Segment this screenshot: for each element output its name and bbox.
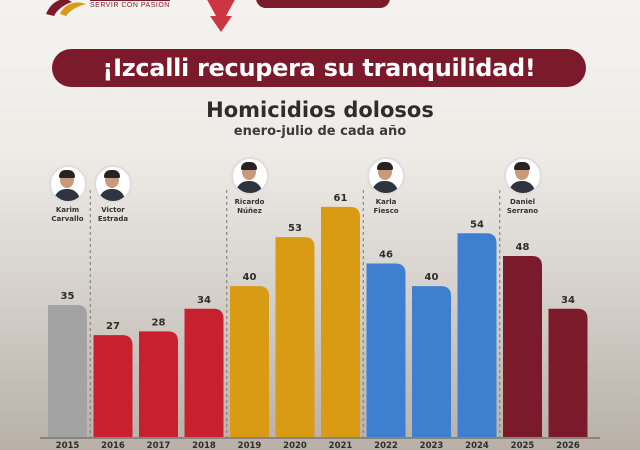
avatar — [230, 157, 269, 195]
bar-2025 — [503, 255, 542, 437]
bar-2023 — [412, 286, 451, 437]
x-tick-2018: 2018 — [192, 441, 216, 450]
x-tick-2022: 2022 — [374, 441, 398, 450]
data-label-2025: 48 — [516, 242, 530, 253]
bar-2022 — [366, 263, 406, 437]
x-tick-2017: 2017 — [147, 441, 171, 450]
data-label-2015: 35 — [61, 291, 75, 302]
chart-title: Homicidios dolosos — [206, 98, 434, 122]
avatar — [94, 165, 132, 203]
x-tick-2020: 2020 — [283, 441, 307, 450]
data-label-2023: 40 — [425, 272, 439, 283]
down-arrow-icon — [207, 0, 235, 32]
data-label-2017: 28 — [152, 317, 166, 328]
bar-2015 — [48, 304, 87, 437]
bar-2026 — [548, 308, 588, 437]
x-tick-2026: 2026 — [556, 441, 580, 450]
data-label-2026: 34 — [561, 295, 575, 306]
data-label-2018: 34 — [197, 295, 211, 306]
portrait: Karim Carvallo — [33, 165, 103, 224]
bar-2018 — [184, 308, 224, 437]
logo-tagline: SERVIR CON PASIÓN — [90, 0, 170, 9]
data-label-2021: 61 — [334, 193, 348, 204]
avatar — [48, 165, 87, 203]
administration-name: Daniel Serrano — [506, 198, 539, 215]
logo-icon — [46, 0, 86, 16]
x-tick-2019: 2019 — [238, 441, 262, 450]
data-label-2019: 40 — [243, 272, 257, 283]
chart-subtitle: enero-julio de cada año — [233, 124, 407, 139]
administration-name: Ricardo Núñez — [234, 198, 265, 215]
x-tick-2024: 2024 — [465, 441, 489, 450]
data-label-2020: 53 — [288, 223, 302, 234]
top-strip — [256, 0, 390, 8]
bar-2020 — [275, 237, 315, 437]
data-label-2024: 54 — [470, 219, 484, 230]
x-tick-2025: 2025 — [511, 441, 535, 450]
x-tick-2016: 2016 — [101, 441, 125, 450]
bar-2016 — [93, 335, 133, 437]
x-tick-2023: 2023 — [420, 441, 444, 450]
portrait: Ricardo Núñez — [215, 157, 285, 216]
headline-banner: ¡Izcalli recupera su tranquilidad! — [52, 49, 586, 87]
bar-2024 — [457, 233, 497, 437]
administration-name: Karla Fiesco — [373, 198, 399, 215]
bar-2021 — [321, 206, 360, 437]
administration-name: Victor Estrada — [97, 206, 129, 223]
x-tick-2021: 2021 — [329, 441, 353, 450]
portrait: Victor Estrada — [78, 165, 148, 224]
portrait: Karla Fiesco — [351, 157, 421, 216]
administration-name: Karim Carvallo — [51, 206, 84, 223]
bar-2019 — [230, 286, 269, 437]
data-label-2022: 46 — [379, 249, 393, 260]
x-tick-2015: 2015 — [56, 441, 80, 450]
avatar — [367, 157, 405, 195]
portrait: Daniel Serrano — [488, 157, 558, 216]
avatar — [503, 157, 542, 195]
bar-2017 — [139, 331, 178, 437]
data-label-2016: 27 — [106, 321, 120, 332]
